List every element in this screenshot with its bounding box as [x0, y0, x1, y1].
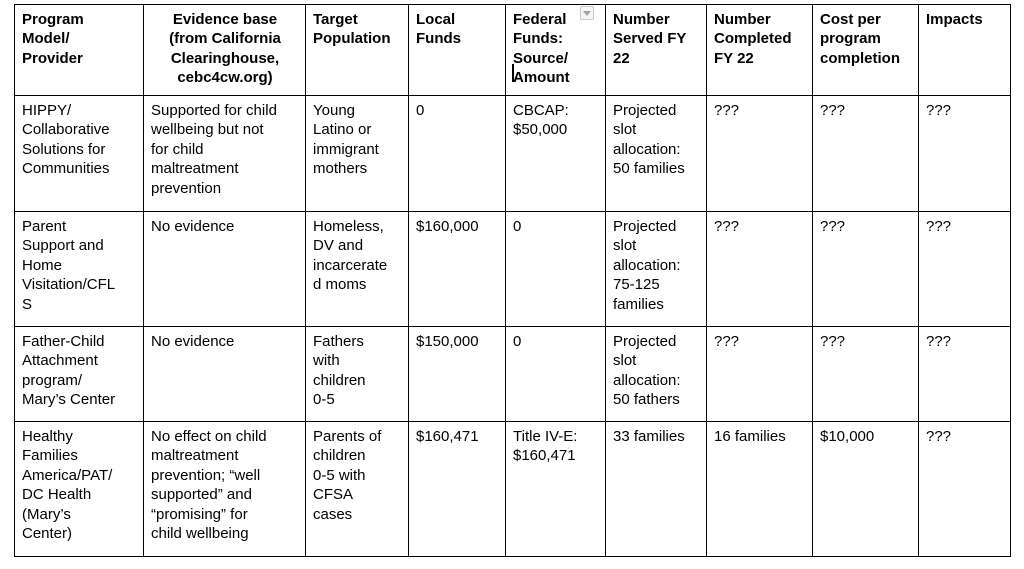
table-cell[interactable]: ??? — [918, 95, 1011, 212]
program-table: Program Model/ Provider Evidence base (f… — [14, 4, 1011, 557]
table-cell[interactable]: 0 — [505, 326, 606, 422]
table-cell[interactable]: $160,000 — [408, 211, 506, 327]
dropdown-button[interactable] — [580, 6, 594, 20]
table-cell[interactable]: ??? — [706, 326, 813, 422]
table-cell[interactable]: Supported for child wellbeing but not fo… — [143, 95, 306, 212]
table-cell[interactable]: Fathers with children 0-5 — [305, 326, 409, 422]
table-cell[interactable]: 0 — [408, 95, 506, 212]
col-header-program-model[interactable]: Program Model/ Provider — [14, 4, 144, 96]
col-header-impacts[interactable]: Impacts — [918, 4, 1011, 96]
table-cell[interactable]: No evidence — [143, 211, 306, 327]
col-header-number-completed[interactable]: Number Completed FY 22 — [706, 4, 813, 96]
header-row: Program Model/ Provider Evidence base (f… — [14, 4, 1011, 96]
col-header-evidence-base[interactable]: Evidence base (from California Clearingh… — [143, 4, 306, 96]
col-header-number-served[interactable]: Number Served FY 22 — [605, 4, 707, 96]
col-header-target-population[interactable]: Target Population — [305, 4, 409, 96]
table-row: Father-Child Attachment program/ Mary’s … — [14, 326, 1011, 422]
table-row: Healthy Families America/PAT/ DC Health … — [14, 421, 1011, 557]
table-cell[interactable]: Projected slot allocation: 50 fathers — [605, 326, 707, 422]
table-cell[interactable]: Young Latino or immigrant mothers — [305, 95, 409, 212]
table-cell[interactable]: $150,000 — [408, 326, 506, 422]
table-cell[interactable]: 0 — [505, 211, 606, 327]
table-row: Parent Support and Home Visitation/CFL S… — [14, 211, 1011, 327]
table-cell[interactable]: No effect on child maltreatment preventi… — [143, 421, 306, 557]
text-cursor — [512, 64, 514, 82]
table-cell[interactable]: ??? — [812, 326, 919, 422]
table-row: HIPPY/ Collaborative Solutions for Commu… — [14, 95, 1011, 212]
table-cell[interactable]: Parents of children 0-5 with CFSA cases — [305, 421, 409, 557]
table-cell[interactable]: ??? — [918, 211, 1011, 327]
table-cell[interactable]: Father-Child Attachment program/ Mary’s … — [14, 326, 144, 422]
table-cell[interactable]: ??? — [918, 421, 1011, 557]
table-cell[interactable]: Homeless, DV and incarcerate d moms — [305, 211, 409, 327]
table-cell[interactable]: ??? — [918, 326, 1011, 422]
table-cell[interactable]: Projected slot allocation: 50 families — [605, 95, 707, 212]
table-cell[interactable]: $10,000 — [812, 421, 919, 557]
col-header-local-funds[interactable]: Local Funds — [408, 4, 506, 96]
table-cell[interactable]: ??? — [812, 95, 919, 212]
table-cell[interactable]: Healthy Families America/PAT/ DC Health … — [14, 421, 144, 557]
table-cell[interactable]: HIPPY/ Collaborative Solutions for Commu… — [14, 95, 144, 212]
table-cell[interactable]: CBCAP: $50,000 — [505, 95, 606, 212]
table-cell[interactable]: No evidence — [143, 326, 306, 422]
table-cell[interactable]: ??? — [706, 95, 813, 212]
table-cell[interactable]: ??? — [812, 211, 919, 327]
table-cell[interactable]: 16 families — [706, 421, 813, 557]
table-cell[interactable]: Projected slot allocation: 75-125 famili… — [605, 211, 707, 327]
table-cell[interactable]: 33 families — [605, 421, 707, 557]
table-cell[interactable]: Title IV-E: $160,471 — [505, 421, 606, 557]
table-cell[interactable]: ??? — [706, 211, 813, 327]
col-header-federal-funds[interactable]: Federal Funds: Source/ Amount — [505, 4, 606, 96]
chevron-down-icon — [583, 10, 591, 16]
col-header-cost-per-completion[interactable]: Cost per program completion — [812, 4, 919, 96]
table-cell[interactable]: Parent Support and Home Visitation/CFL S — [14, 211, 144, 327]
table-cell[interactable]: $160,471 — [408, 421, 506, 557]
